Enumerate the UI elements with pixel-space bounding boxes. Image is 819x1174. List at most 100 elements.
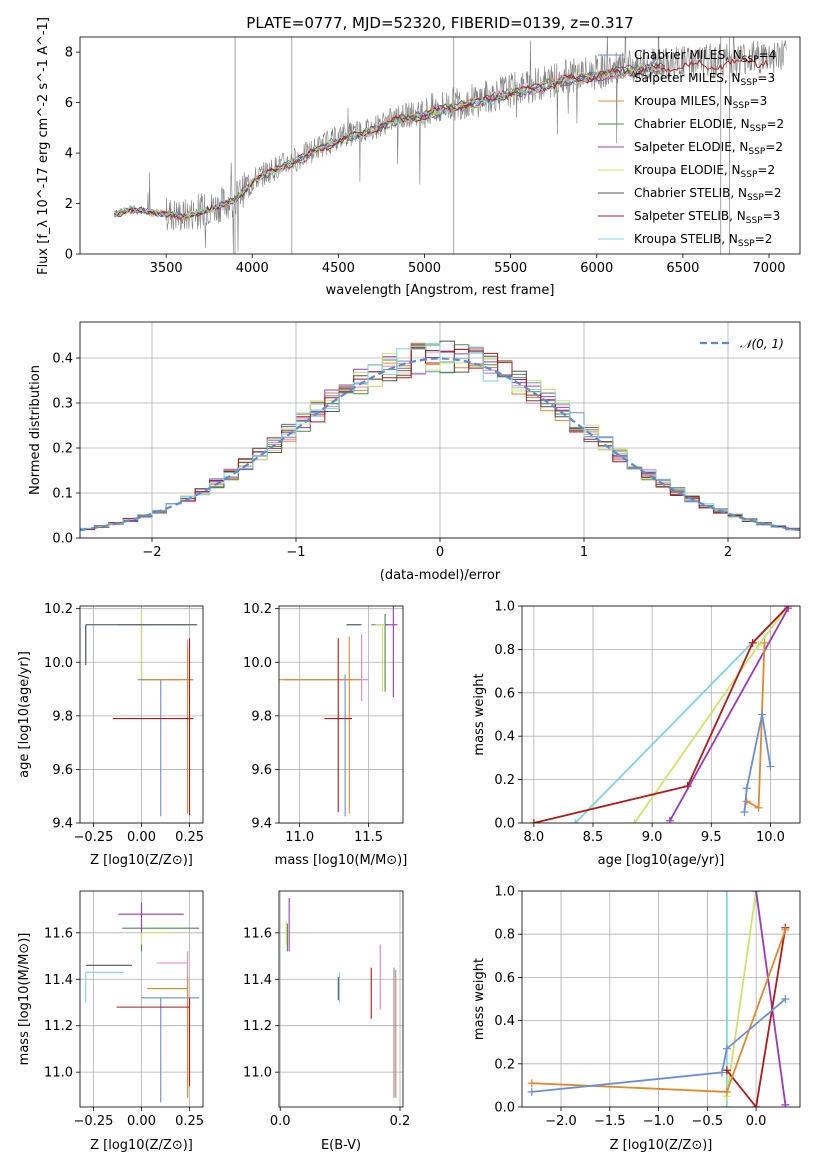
- x-axis-label: Z [log10(Z/Z⊙)]: [90, 1138, 193, 1153]
- weight-vs-metallicity-panel: −2.0 −1.5 −1.0 −0.5 0.0 0.0 0.2 0.4 0.6 0.8 1.0 Z […: [472, 885, 801, 1153]
- legend-suffix: =2: [766, 117, 784, 131]
- y-tick-label: 0.0: [494, 817, 515, 832]
- weight-series-line: [755, 891, 787, 1105]
- model-spectrum-line: [114, 61, 665, 219]
- x-tick-label: 0.25: [175, 830, 204, 845]
- y-axis-label: age [log10(age/yr)]: [17, 651, 32, 778]
- weight-series-line: [531, 998, 786, 1093]
- y-tick-label: 11.2: [44, 1019, 73, 1034]
- spectrum-panel: 3500 4000 4500 5000 5500 6000 6500 7000 0 2 4 6 8 wav…: [36, 17, 801, 298]
- weight-point-marker: [527, 1087, 536, 1096]
- weight-point-marker: [754, 641, 763, 650]
- x-tick-label: 8.5: [583, 830, 604, 845]
- mass-vs-metallicity-panel: −0.25 0.00 0.25 11.0 11.2 11.4 11.6 Z [log10(Z/…: [17, 890, 204, 1153]
- x-tick-label: 0.00: [127, 830, 156, 845]
- weight-point-marker: [781, 925, 790, 934]
- x-tick-label: 4000: [236, 261, 269, 276]
- model-spectrum-line: [114, 61, 665, 219]
- legend-subscript: SSP: [741, 170, 758, 180]
- x-tick-label: −1.5: [594, 1114, 626, 1129]
- legend-suffix: =4: [759, 48, 777, 62]
- plot-area: [527, 891, 790, 1107]
- x-tick-label: −1: [286, 545, 305, 560]
- model-spectrum-line: [114, 62, 665, 220]
- x-tick-label: 11.5: [354, 830, 383, 845]
- weight-point-marker: [752, 891, 761, 895]
- x-axis-label: mass [log10(M/M⊙)]: [275, 853, 408, 868]
- age-vs-mass-panel: 11.0 11.5 9.4 9.6 9.8 10.0 10.2 mass [log10(M/M…: [243, 602, 407, 868]
- legend-subscript: SSP: [748, 147, 765, 157]
- weight-point-marker: [742, 797, 751, 806]
- y-tick-label: 6: [65, 96, 73, 111]
- plot-area: [85, 611, 198, 817]
- y-tick-label: 0.1: [52, 487, 73, 502]
- x-tick-label: 5000: [408, 261, 441, 276]
- legend-suffix: =2: [757, 163, 775, 177]
- y-tick-label: 9.8: [251, 709, 272, 724]
- weight-point-marker: [527, 1079, 536, 1088]
- y-tick-label: 11.6: [243, 926, 272, 941]
- weight-point-marker: [722, 1103, 731, 1107]
- x-tick-label: 6500: [666, 261, 699, 276]
- x-tick-label: 10.0: [756, 830, 785, 845]
- weight-series-line: [669, 607, 789, 822]
- observed-spectrum-line: [114, 37, 787, 254]
- weight-point-marker: [665, 816, 674, 823]
- y-tick-label: 9.8: [52, 709, 73, 724]
- x-tick-label: −2: [142, 545, 161, 560]
- axes-frame: [79, 890, 204, 1108]
- y-axis-label: Normed distribution: [28, 365, 43, 495]
- y-tick-label: 0.8: [494, 928, 515, 943]
- weight-point-marker: [760, 638, 769, 647]
- y-tick-label: 8: [65, 46, 73, 61]
- figure-title: PLATE=0777, MJD=52320, FIBERID=0139, z=0…: [246, 14, 633, 32]
- weight-point-marker: [781, 995, 790, 1003]
- x-tick-label: 2: [724, 545, 732, 560]
- weight-series-line: [533, 606, 789, 823]
- legend-label: Salpeter MILES, NSSP=3: [634, 71, 775, 88]
- x-tick-label: 8.0: [523, 830, 544, 845]
- y-tick-label: 9.4: [251, 817, 272, 832]
- legend-label: Chabrier MILES, NSSP=4: [634, 48, 776, 65]
- age-vs-metallicity-panel: −0.25 0.00 0.25 9.4 9.6 9.8 10.0 10.2 Z [log10(Z…: [17, 602, 204, 868]
- x-axis-label: Z [log10(Z/Z⊙)]: [610, 1138, 713, 1153]
- weight-point-marker: [766, 762, 775, 771]
- x-tick-label: −2.0: [545, 1114, 577, 1129]
- axes-frame: [521, 605, 801, 824]
- y-tick-label: 0.6: [494, 971, 515, 986]
- y-tick-label: 11.4: [44, 973, 73, 988]
- gaussian-reference-curve: [80, 357, 800, 532]
- mass-vs-extinction-panel: 0.0 0.2 11.0 11.2 11.4 11.6 E(B-V): [243, 890, 411, 1153]
- weight-point-marker: [722, 891, 731, 895]
- plot-area: [80, 340, 800, 532]
- weight-point-marker: [722, 1066, 731, 1075]
- y-tick-label: 4: [65, 147, 73, 162]
- model-spectrum-line: [114, 62, 665, 218]
- x-tick-label: 7000: [752, 261, 785, 276]
- y-tick-label: 10.2: [44, 602, 73, 617]
- legend-label: Salpeter STELIB, NSSP=3: [634, 209, 780, 226]
- weight-point-marker: [742, 784, 751, 793]
- legend-suffix: =2: [755, 232, 773, 246]
- legend-subscript: SSP: [747, 193, 764, 203]
- weight-point-marker: [752, 1103, 761, 1107]
- y-tick-label: 0.6: [494, 686, 515, 701]
- x-tick-label: 9.5: [701, 830, 722, 845]
- weight-point-marker: [758, 710, 767, 719]
- x-tick-label: −0.25: [74, 1114, 114, 1129]
- legend-suffix: =3: [763, 209, 781, 223]
- axes-frame: [278, 890, 404, 1108]
- legend-suffix: =2: [764, 186, 782, 200]
- weight-point-marker: [722, 1044, 731, 1053]
- x-tick-label: −0.25: [74, 830, 114, 845]
- weight-series-line: [725, 891, 757, 1097]
- residuals-panel: −2 −1 0 1 2 0.0 0.1 0.2 0.3 0.4 (data-model)/error…: [28, 321, 801, 583]
- x-tick-label: 0.2: [390, 1114, 411, 1129]
- y-tick-label: 11.0: [243, 1066, 272, 1081]
- weight-point-marker: [784, 606, 793, 613]
- x-tick-label: 0.00: [127, 1114, 156, 1129]
- legend-label: Kroupa ELODIE, NSSP=2: [634, 163, 775, 180]
- y-tick-label: 2: [65, 197, 73, 212]
- y-tick-label: 10.0: [243, 656, 272, 671]
